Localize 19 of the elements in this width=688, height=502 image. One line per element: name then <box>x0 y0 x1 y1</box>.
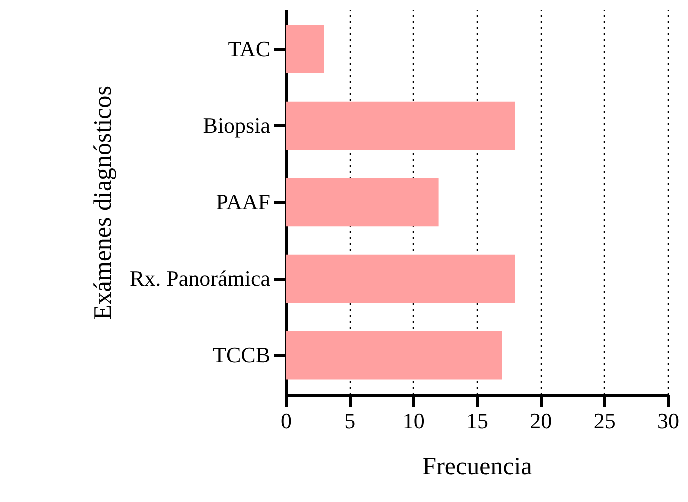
y-axis-title: Exámenes diagnósticos <box>90 86 117 320</box>
y-tick-label: Biopsia <box>203 112 271 138</box>
bar <box>286 331 502 380</box>
x-tick-label: 20 <box>530 408 552 434</box>
x-tick-label: 15 <box>466 408 488 434</box>
x-axis-title: Frecuencia <box>422 454 532 480</box>
y-tick-label: PAAF <box>216 190 270 214</box>
y-tick-label: Rx. Panorámica <box>130 266 271 292</box>
x-tick-label: 0 <box>281 408 292 434</box>
x-tick-label: 10 <box>402 408 425 434</box>
x-tick-label: 5 <box>344 408 356 434</box>
x-tick-label: 25 <box>594 408 616 434</box>
bar <box>286 254 516 304</box>
bar <box>286 25 324 74</box>
y-tick-label: TCCB <box>213 342 270 368</box>
bar <box>286 178 439 227</box>
y-tick-label: TAC <box>228 36 270 62</box>
x-tick-label: 30 <box>658 408 680 434</box>
bar <box>286 102 516 150</box>
